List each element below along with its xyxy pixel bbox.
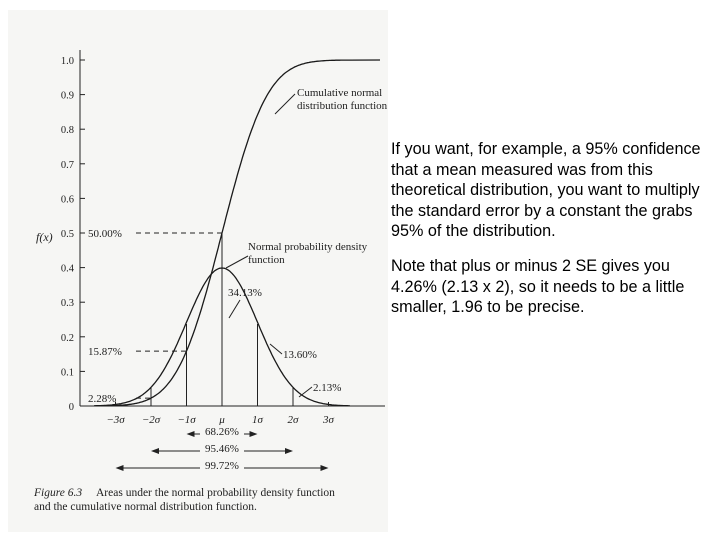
caption-label: Figure 6.3	[33, 487, 82, 499]
pdf-series-label: Normal probability density	[248, 241, 368, 253]
y-tick-label: 0.1	[61, 367, 74, 378]
cdf-series-label-line2: distribution function	[297, 100, 388, 112]
caption-line-2: and the cumulative normal distribution f…	[34, 501, 257, 513]
y-tick-label: 0.2	[61, 333, 74, 344]
y-tick-label: 0.6	[61, 194, 74, 205]
x-tick-label: 2σ	[288, 414, 300, 426]
cdf-series-label: Cumulative normal	[297, 87, 382, 99]
area-label-leader	[228, 299, 241, 319]
range-label-bg	[200, 459, 244, 471]
sigma-verticals	[150, 233, 294, 406]
range-arrows: 68.26% 95.46% 99.72%	[115, 425, 329, 472]
cdf-curve	[94, 59, 381, 407]
x-tick-label: 1σ	[252, 414, 264, 426]
x-tick-label: 3σ	[322, 414, 335, 426]
area-label: 13.60%	[283, 349, 317, 361]
range-label-bg	[200, 442, 244, 454]
y-tick-label: 1.0	[61, 56, 74, 67]
y-tick-label: 0.4	[61, 264, 75, 275]
y-tick-label: 0.5	[61, 229, 74, 240]
x-tick-label: −1σ	[177, 414, 196, 426]
cdf-annotation-label: 15.87%	[88, 346, 122, 358]
area-label: 34.13%	[228, 287, 262, 299]
range-arrow-left	[151, 448, 159, 454]
dashed-guides	[136, 232, 222, 399]
y-tick-label: 0.3	[61, 298, 74, 309]
pdf-series-label-line2: function	[248, 254, 285, 266]
pdf-curve	[94, 267, 350, 407]
range-arrow-left	[115, 465, 124, 471]
pdf-label-leader	[225, 255, 249, 269]
x-tick-label: −2σ	[142, 414, 161, 426]
range-label: 68.26%	[205, 426, 239, 438]
x-tick-label: μ	[218, 414, 225, 426]
explanation-paragraph-1: If you want, for example, a 95% confiden…	[391, 140, 701, 241]
cdf-annotation-label: 50.00%	[88, 228, 122, 240]
range-label: 95.46%	[205, 443, 239, 455]
annotations: 50.00% 15.87% 2.28% Cumulative normaldistri…	[88, 87, 388, 405]
area-label-leader	[269, 343, 283, 355]
range-arrow-right	[285, 448, 293, 454]
explanation-text: If you want, for example, a 95% confiden…	[391, 139, 701, 332]
y-tick-label: 0	[69, 402, 74, 413]
range-label: 99.72%	[205, 460, 239, 472]
x-tick-label: −3σ	[106, 414, 125, 426]
axes	[79, 50, 385, 407]
caption-line-1: Areas under the normal probability densi…	[96, 487, 335, 499]
explanation-paragraph-2: Note that plus or minus 2 SE gives you 4…	[391, 256, 685, 317]
y-tick-label: 0.8	[61, 125, 74, 136]
y-tick-label: 0.7	[61, 160, 74, 171]
range-arrow-right	[249, 431, 258, 437]
cdf-annotation-label: 2.28%	[88, 393, 116, 405]
y-axis-label: f(x)	[36, 230, 53, 244]
y-tick-label: 0.9	[61, 91, 74, 102]
range-label-bg	[200, 425, 244, 437]
area-label: 2.13%	[313, 382, 341, 394]
range-arrow-left	[186, 431, 195, 437]
cdf-label-leader	[274, 93, 296, 115]
area-label-leader	[298, 386, 313, 398]
y-ticks: 1.0 0.9 0.8 0.7 0.6 0.5 0.4 0.3 0.2 0.1 0	[61, 56, 85, 413]
figure-background	[8, 10, 388, 532]
curves	[94, 59, 381, 407]
range-arrow-right	[320, 465, 329, 471]
